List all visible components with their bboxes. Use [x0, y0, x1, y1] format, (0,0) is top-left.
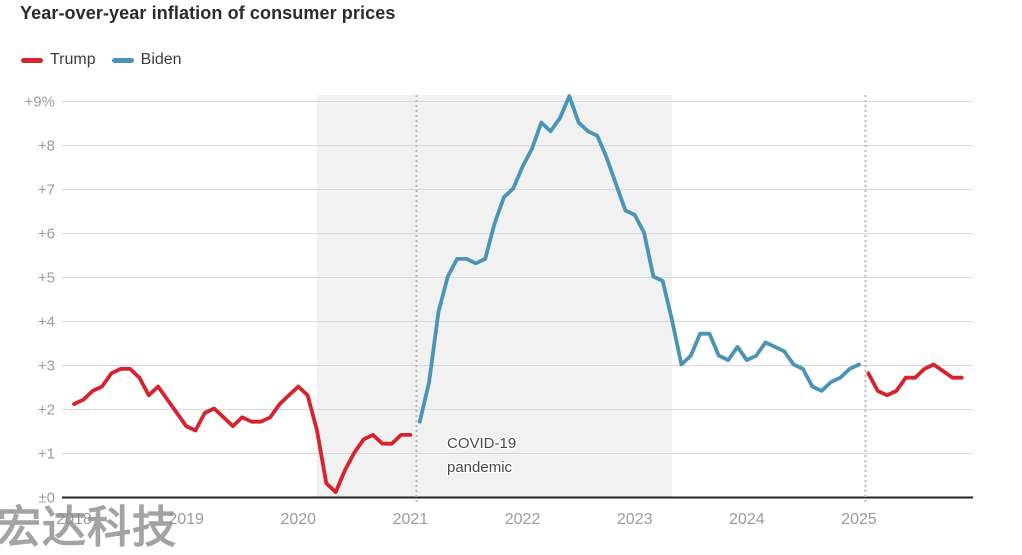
y-tick-label: +4	[38, 314, 55, 331]
legend-item-biden: Biden	[111, 51, 182, 69]
y-tick-label: +8	[38, 138, 55, 155]
x-tick-label: 2025	[841, 511, 877, 528]
y-tick-label: +7	[38, 182, 55, 199]
y-tick-label: +9%	[25, 94, 55, 111]
annotation-line-2: pandemic	[447, 459, 513, 476]
series-line-trump-2025-02	[866, 362, 964, 398]
y-tick-label: +3	[38, 358, 55, 375]
series-line-biden-2021-02	[417, 94, 861, 424]
y-tick-label: +6	[38, 226, 55, 243]
x-tick-label: 2019	[168, 511, 204, 528]
x-tick-label: 2023	[617, 511, 653, 528]
legend-item-trump: Trump	[21, 51, 96, 69]
watermark: 宏达科技	[0, 503, 177, 552]
x-tick-label: 2022	[505, 511, 541, 528]
x-tick-label: 2020	[280, 511, 316, 528]
covid-pandemic-annotation: COVID-19 pandemic	[447, 432, 516, 480]
series-line-trump-2018-01	[72, 366, 413, 495]
legend-label-biden: Biden	[140, 51, 182, 68]
x-tick-label: 2024	[729, 511, 765, 528]
y-tick-label: +1	[38, 446, 55, 463]
y-tick-label: ±0	[38, 490, 55, 507]
chart-legend: Trump Biden	[21, 51, 198, 69]
y-tick-label: +5	[38, 270, 55, 287]
covid-shaded-region	[316, 95, 673, 498]
page-title: Year-over-year inflation of consumer pri…	[20, 3, 396, 23]
biden-line-swatch-icon	[111, 57, 134, 63]
x-tick-label: 2018	[56, 511, 92, 528]
legend-label-trump: Trump	[50, 51, 96, 68]
trump-line-swatch-icon	[21, 57, 43, 63]
y-tick-label: +2	[38, 402, 55, 419]
annotation-line-1: COVID-19	[447, 435, 517, 452]
x-tick-label: 2021	[393, 511, 429, 528]
